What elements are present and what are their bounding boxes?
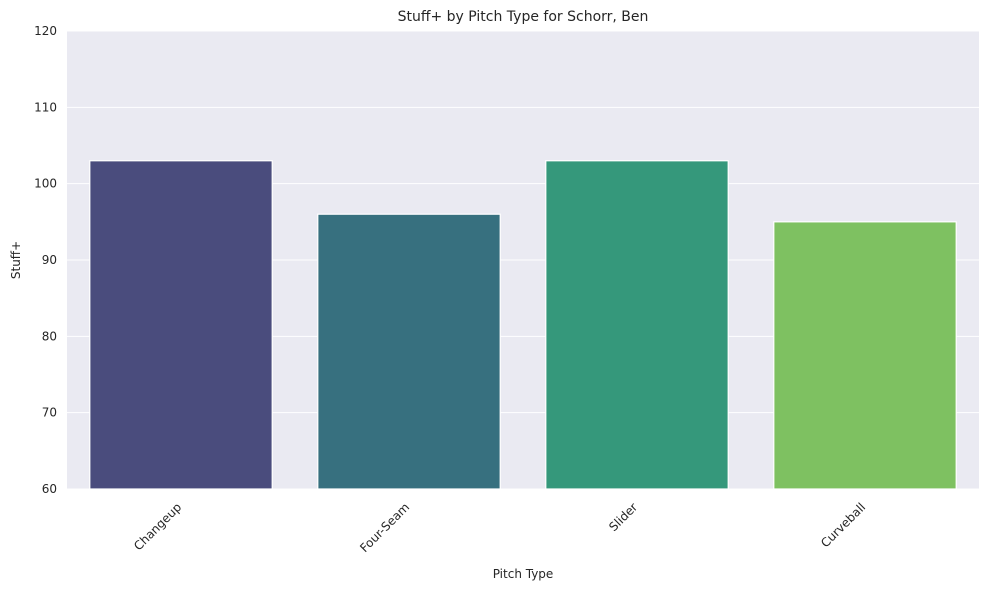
chart-title: Stuff+ by Pitch Type for Schorr, Ben [398,9,649,25]
y-tick-label: 80 [42,329,57,343]
y-tick-label: 100 [34,177,57,191]
x-tick-label: Four-Seam [357,500,412,555]
y-tick-label: 90 [42,253,57,267]
bar-curveball [773,221,957,490]
y-axis-label: Stuff+ [9,241,23,279]
x-tick-labels: Changeup Four-Seam Slider Curveball [131,500,868,555]
x-axis-label: Pitch Type [493,567,554,581]
y-tick-label: 110 [34,100,57,114]
y-tick-label: 70 [42,406,57,420]
x-tick-label: Curveball [818,500,868,550]
bar-slider [545,160,729,490]
y-tick-labels: 60 70 80 90 100 110 120 [34,24,57,496]
y-tick-label: 120 [34,24,57,38]
y-tick-label: 60 [42,482,57,496]
bar-changeup [89,160,273,490]
x-tick-label: Slider [606,500,640,534]
bars [89,160,957,490]
x-tick-label: Changeup [131,500,184,553]
bar-four-seam [317,213,501,490]
